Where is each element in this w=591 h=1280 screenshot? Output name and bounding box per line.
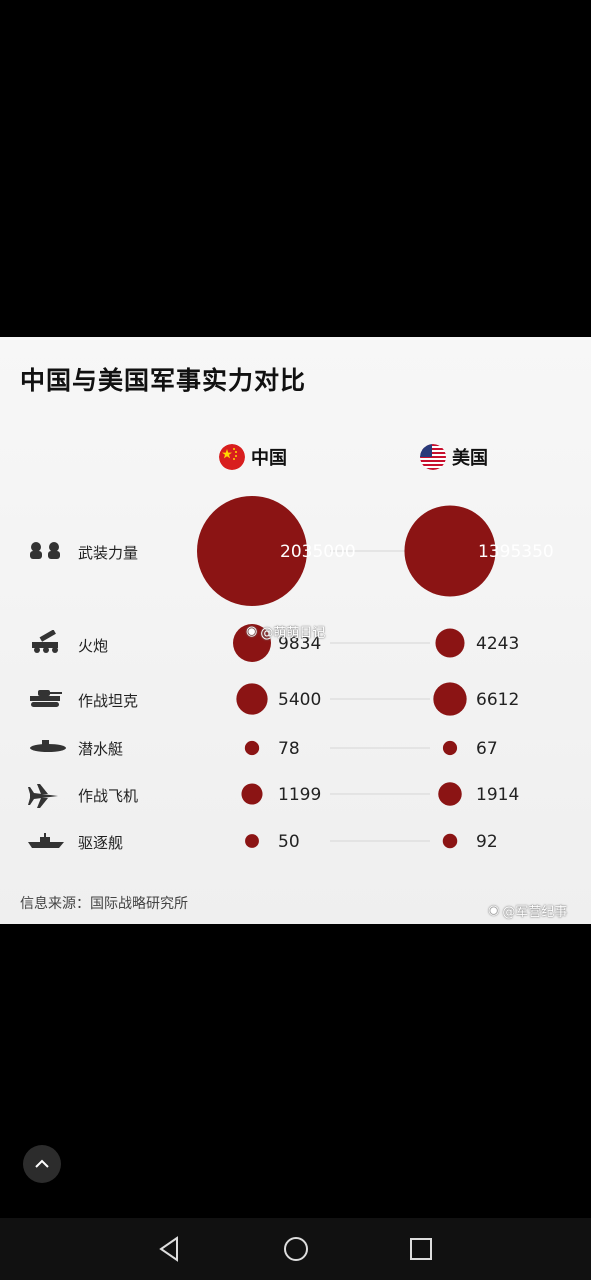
value-label: 4243 [476,634,519,654]
recents-button[interactable] [406,1234,436,1264]
value-label: 1395350 [478,542,554,562]
source-note: 信息来源：国际战略研究所 [20,896,188,912]
scroll-to-top-button[interactable] [23,1145,61,1183]
value-label: 1199 [278,785,321,805]
bubble-usa [442,833,458,849]
infographic-card: 中国与美国军事实力对比 中国 美国 武装力量 火炮 作战坦克 潜水艇 作战飞机 [0,337,591,924]
back-button[interactable] [155,1234,185,1264]
usa-flag-icon [420,444,446,470]
weibo-icon: ◉ [246,624,258,639]
bubble-china [245,834,259,848]
value-label: 78 [278,739,300,759]
bubble-china [233,624,271,662]
bubble-china [241,783,263,805]
value-label: 92 [476,832,498,852]
value-label: 67 [476,739,498,759]
jet-icon [28,784,58,808]
chart-title: 中国与美国军事实力对比 [20,366,307,395]
watermark-bottom-text: @军营纪事 [502,905,568,920]
weibo-icon: ◉ [488,903,500,918]
bubble-usa [435,628,465,658]
value-label: 50 [278,832,300,852]
category-label: 潜水艇 [78,740,124,758]
bubble-usa [438,782,462,806]
bubble-china [244,740,260,756]
legend-china-label: 中国 [251,448,287,469]
category-label: 作战坦克 [78,692,139,710]
legend-usa-label: 美国 [452,448,488,469]
value-label: 2035000 [280,542,356,562]
bubble-china [236,683,268,715]
legend-china: 中国 [219,444,287,470]
chevron-up-icon [35,1159,49,1168]
home-button[interactable] [281,1234,311,1264]
tank-icon [30,690,62,707]
category-label: 作战飞机 [78,787,139,805]
submarine-icon [30,740,66,752]
value-label: 9834 [278,634,321,654]
bubble-chart: 2035000 9834 5400 78 1199 50 1395350 4243 6612 67… [197,496,554,852]
china-flag-icon [219,444,245,470]
warship-icon [28,833,64,848]
soldiers-icon [30,542,60,559]
bubble-usa [433,682,467,716]
watermark-bottom: ◉ @军营纪事 [488,901,567,920]
artillery-icon [32,630,58,653]
category-label: 火炮 [78,637,109,655]
system-nav-bar [0,1218,591,1280]
value-label: 1914 [476,785,519,805]
bubble-usa [442,740,458,756]
bubble-china [197,496,307,606]
category-label: 驱逐舰 [78,834,124,852]
legend-usa: 美国 [420,444,488,470]
value-label: 5400 [278,690,321,710]
watermark-center-text: @萌萌日记 [260,626,326,641]
bubble-usa [404,505,496,597]
value-label: 6612 [476,690,519,710]
category-label: 武装力量 [78,544,139,562]
watermark-center: ◉ @萌萌日记 [246,622,325,641]
